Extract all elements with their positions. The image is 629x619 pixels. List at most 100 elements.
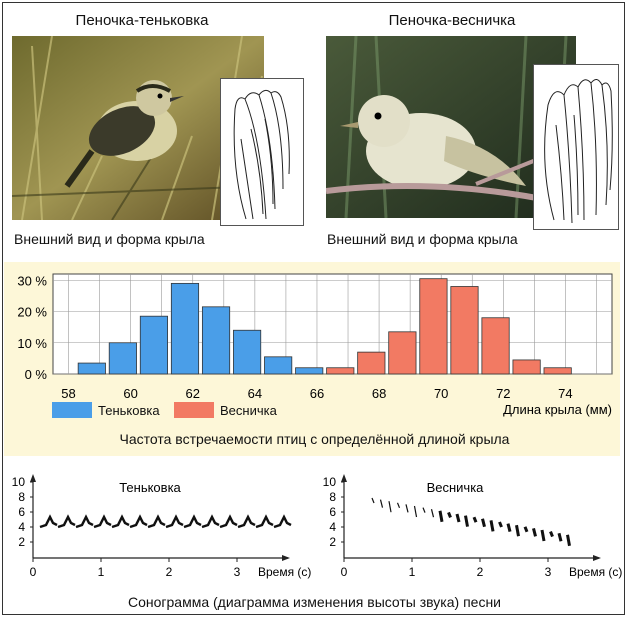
sonogram-trace-tenkovka [39,514,292,529]
x-tick-label: 2 [166,565,173,579]
song-note [447,511,452,518]
y-tick-label: 4 [329,520,336,534]
bar [139,315,168,375]
y-tick-label: 30 % [17,273,47,288]
bar [233,329,262,375]
song-note [549,531,554,538]
bar [543,367,572,375]
song-note [540,529,546,542]
bar [170,282,200,375]
song-note [93,514,112,529]
bar [419,278,448,375]
song-note [147,514,166,529]
bar [481,317,510,375]
song-note [129,514,148,529]
song-note [201,514,220,529]
caption-vesnichka: Внешний вид и форма крыла [327,231,518,247]
x-tick-label: 2 [477,565,484,579]
song-note [481,518,486,528]
legend-vesnichka: Весничка [174,402,277,418]
wing-drawing-vesnichka [533,64,619,230]
bird-title-tenkovka: Пеночка-теньковка [75,12,209,29]
song-note [413,505,418,518]
x-axis-arrow [593,555,601,561]
bar [512,359,541,375]
sonogram-trace-vesnichka [371,497,571,547]
sonogram-name: Теньковка [119,480,181,495]
song-note [237,514,256,529]
song-note [506,523,512,532]
song-note [523,526,529,533]
bar [326,367,355,375]
bar [357,351,386,375]
x-tick-label: 62 [186,386,200,401]
bar [295,367,324,375]
song-note [183,514,202,529]
song-note [557,532,563,542]
x-tick-label: 64 [248,386,262,401]
sonogram-name: Весничка [427,480,485,495]
y-axis-arrow [341,474,347,482]
song-note [438,510,444,523]
x-tick-label: 0 [341,565,348,579]
song-note [371,497,375,504]
song-note [379,499,384,508]
y-tick-label: 2 [329,535,336,549]
y-tick-label: 10 % [17,336,47,351]
x-tick-label: 70 [434,386,448,401]
song-note [165,514,184,529]
bar [388,331,417,375]
legend-label-tenkovka: Теньковка [98,402,160,418]
y-tick-label: 6 [329,505,336,519]
song-note [57,514,76,529]
song-note [455,513,461,523]
song-note [430,509,435,518]
song-note [472,516,478,523]
y-tick-label: 10 [323,475,337,489]
x-tick-label: 72 [496,386,510,401]
bar [264,356,293,375]
bar [201,306,231,375]
song-note [422,507,426,513]
x-axis-label: Длина крыла (мм) [503,402,612,417]
x-axis-arrow [282,555,290,561]
bar [108,342,137,375]
y-tick-label: 6 [18,505,25,519]
song-note [396,502,401,509]
song-note [75,514,94,529]
y-tick-label: 0 % [25,367,48,382]
y-tick-label: 8 [329,490,336,504]
song-note [515,524,520,537]
x-tick-label: 3 [234,565,241,579]
y-tick-label: 2 [18,535,25,549]
y-tick-label: 4 [18,520,25,534]
x-tick-label: 74 [558,386,572,401]
x-tick-label: 1 [98,565,105,579]
bird-title-vesnichka: Пеночка-весничка [388,12,516,29]
x-tick-label: 0 [30,565,37,579]
x-tick-label: 68 [372,386,386,401]
y-tick-label: 10 [12,475,26,489]
song-note [39,514,58,529]
song-note [388,501,392,513]
wing-drawing-tenkovka [220,78,304,226]
song-note [489,520,495,532]
legend-tenkovka: Теньковка [52,402,160,418]
x-tick-label: 1 [409,565,416,579]
x-axis-label: Время (с) [569,565,622,579]
legend-swatch-vesnichka [174,402,214,418]
x-axis-label: Время (с) [258,565,311,579]
song-note [255,514,274,529]
x-tick-label: 66 [310,386,324,401]
y-tick-label: 20 % [17,305,47,320]
y-axis-arrow [30,474,36,482]
song-note [111,514,130,529]
song-note [219,514,238,529]
legend-label-vesnichka: Весничка [220,402,277,418]
song-note [273,514,292,529]
y-tick-label: 8 [18,490,25,504]
x-tick-label: 60 [123,386,137,401]
song-note [532,528,537,537]
